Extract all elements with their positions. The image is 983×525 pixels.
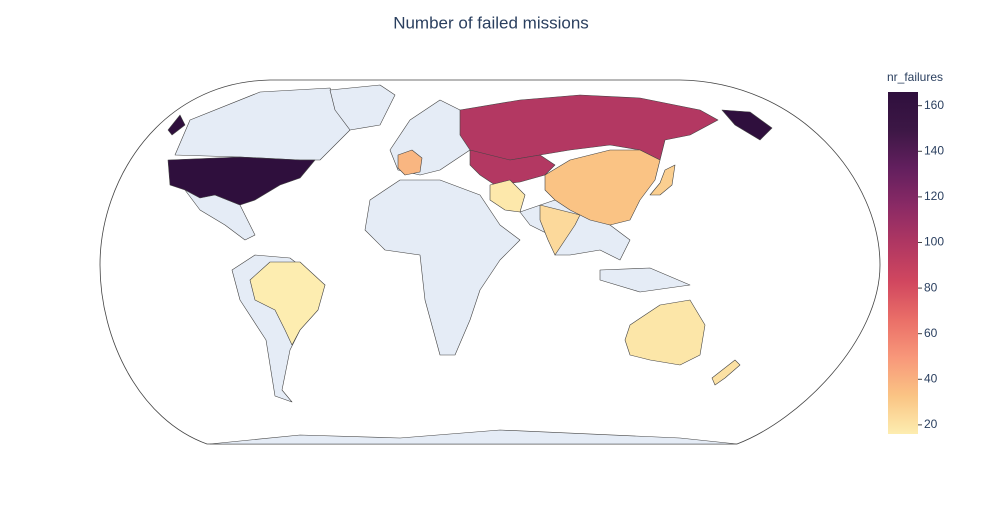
colorbar-tick-label: 80 [924,280,938,294]
country [469,149,556,186]
colorbar [888,92,918,434]
country [167,109,773,206]
colorbar-tick-label: 100 [924,235,944,249]
country [397,149,423,176]
country [489,179,526,213]
countries [167,94,773,386]
chart-title: Number of failed missions [393,13,589,32]
colorbar-tick-label: 140 [924,143,944,157]
land-shape [209,429,738,445]
country [624,299,706,366]
country [544,149,661,226]
country [649,164,676,196]
land-shape [599,267,691,293]
colorbar-tick-label: 20 [924,417,938,431]
land-shape [329,84,396,131]
land-shape [364,179,521,356]
colorbar-tick-label: 60 [924,326,938,340]
colorbar-tick-label: 160 [924,98,944,112]
colorbar-title: nr_failures [887,70,943,84]
colorbar-tick-label: 120 [924,189,944,203]
country [249,261,326,346]
colorbar-tick-label: 40 [924,371,938,385]
country [539,204,581,256]
country [711,359,741,386]
